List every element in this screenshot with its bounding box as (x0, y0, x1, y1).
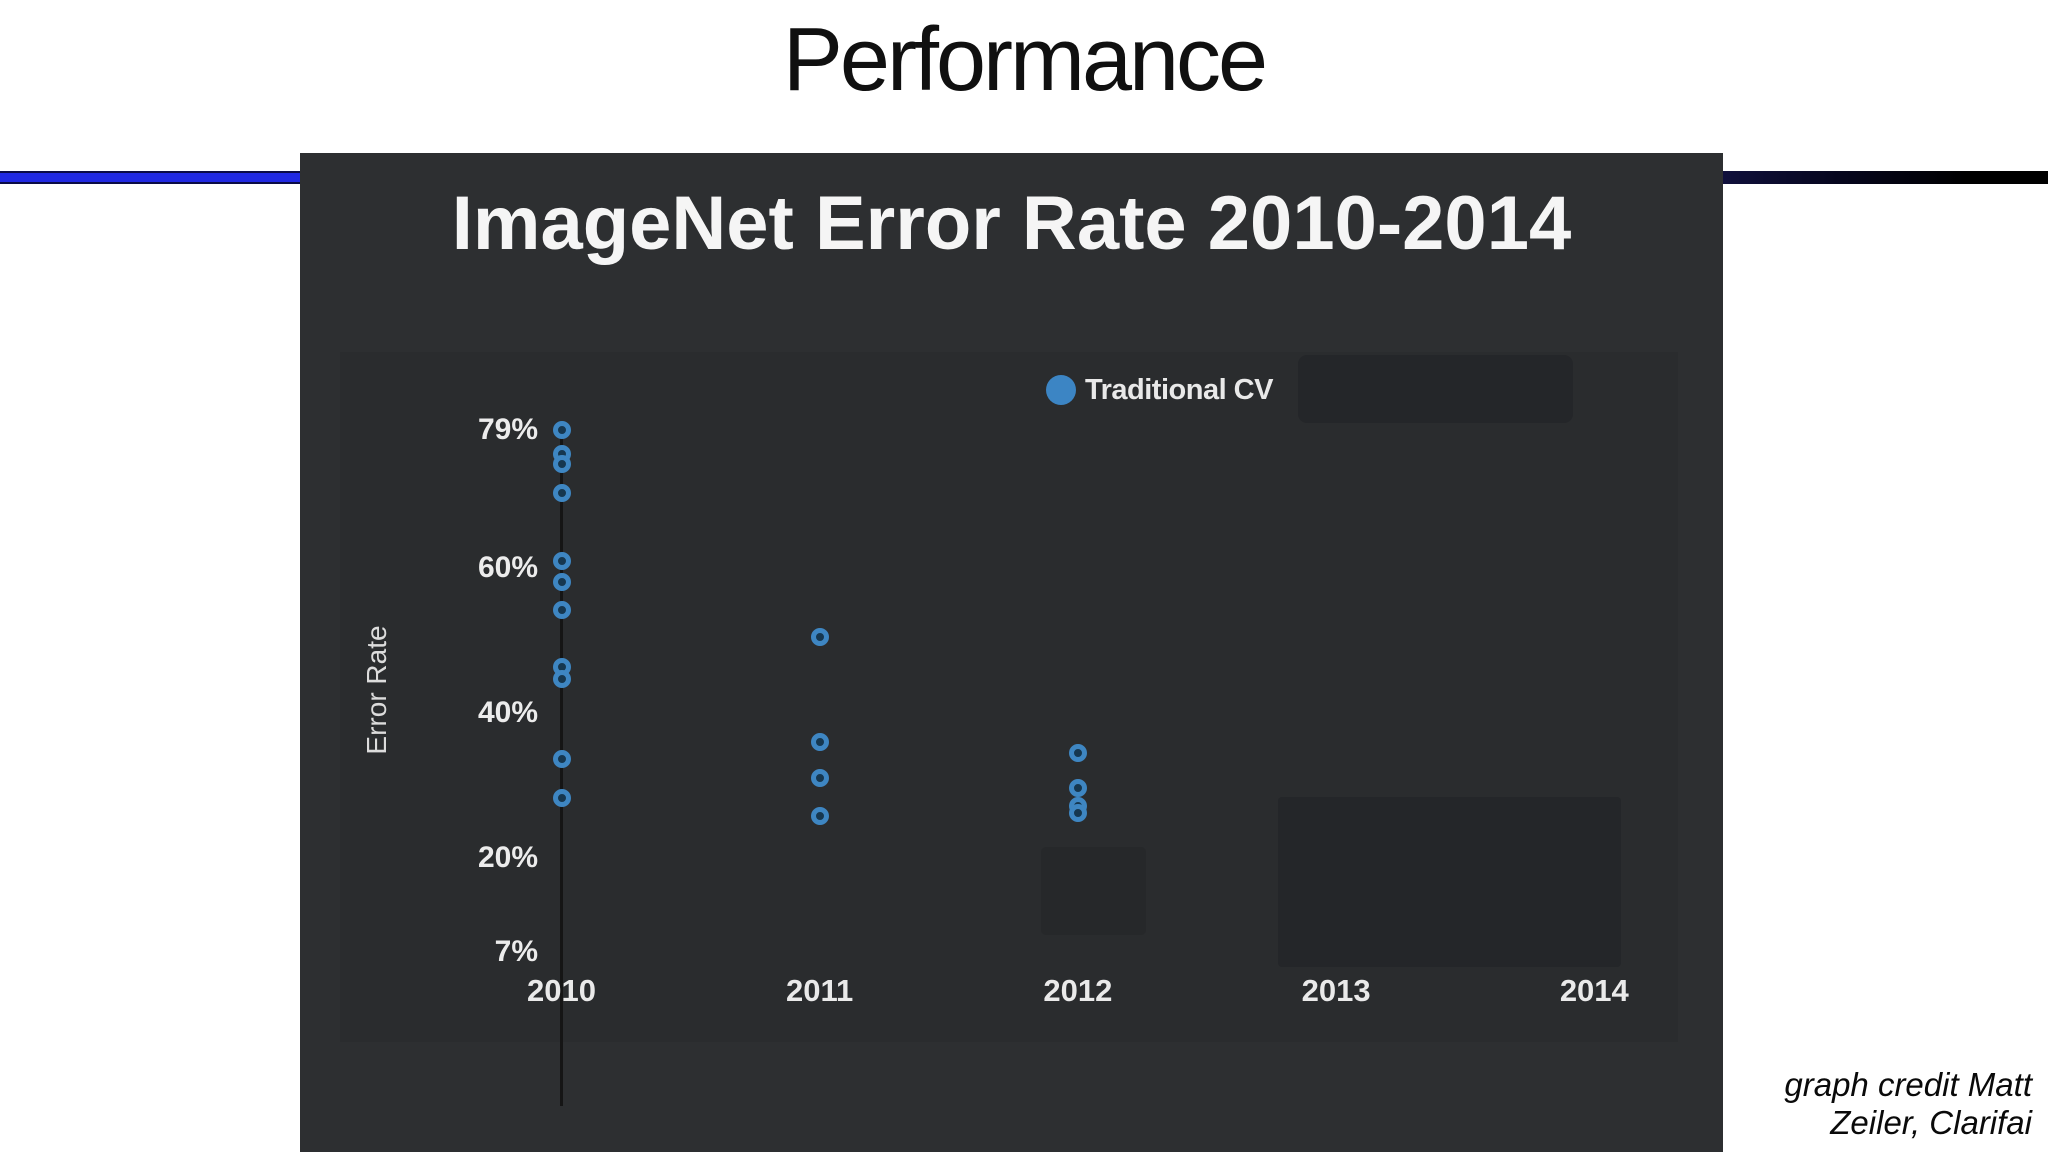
x-tick-label: 2013 (1301, 973, 1371, 1008)
legend-dot-icon (1046, 375, 1076, 405)
y-tick-label: 20% (477, 840, 538, 874)
graph-credit: graph credit Matt Zeiler, Clarifai (1612, 1066, 2032, 1142)
data-point (552, 455, 571, 474)
accent-bar-right (1723, 171, 2048, 184)
data-point (552, 600, 571, 619)
data-point (552, 484, 571, 503)
y-tick-label: 40% (477, 695, 538, 729)
data-point (1068, 743, 1087, 762)
data-point (552, 750, 571, 769)
data-point (552, 789, 571, 808)
x-tick-label: 2011 (786, 973, 854, 1008)
redacted-2012-box (1041, 847, 1146, 935)
data-point (810, 732, 829, 751)
accent-bar-left (0, 171, 301, 184)
data-point (552, 421, 571, 439)
chart-title: ImageNet Error Rate 2010-2014 (451, 181, 1572, 266)
graph-credit-line1: graph credit Matt (1784, 1066, 2032, 1103)
data-point (1068, 779, 1087, 798)
x-tick-label: 2010 (527, 973, 596, 1008)
y-axis-title: Error Rate (361, 625, 392, 755)
redacted-legend-box (1298, 355, 1573, 423)
redacted-2013-2014-box (1278, 797, 1621, 967)
data-point (810, 769, 829, 787)
x-tick-label: 2014 (1559, 973, 1629, 1008)
y-tick-label: 7% (494, 935, 538, 968)
y-tick-label: 79% (477, 413, 538, 446)
data-point (552, 670, 571, 689)
data-point (552, 572, 571, 591)
data-point (810, 627, 829, 646)
data-point (552, 552, 571, 571)
imagenet-error-chart: ImageNet Error Rate 2010-2014 Traditiona… (300, 153, 1723, 1152)
y-tick-label: 60% (477, 550, 538, 584)
legend-label: Traditional CV (1085, 374, 1273, 406)
graph-credit-line2: Zeiler, Clarifai (1830, 1104, 2032, 1141)
slide-title: Performance (782, 10, 1268, 110)
data-point (1068, 803, 1087, 822)
x-tick-label: 2012 (1043, 973, 1113, 1008)
data-point (810, 806, 829, 825)
